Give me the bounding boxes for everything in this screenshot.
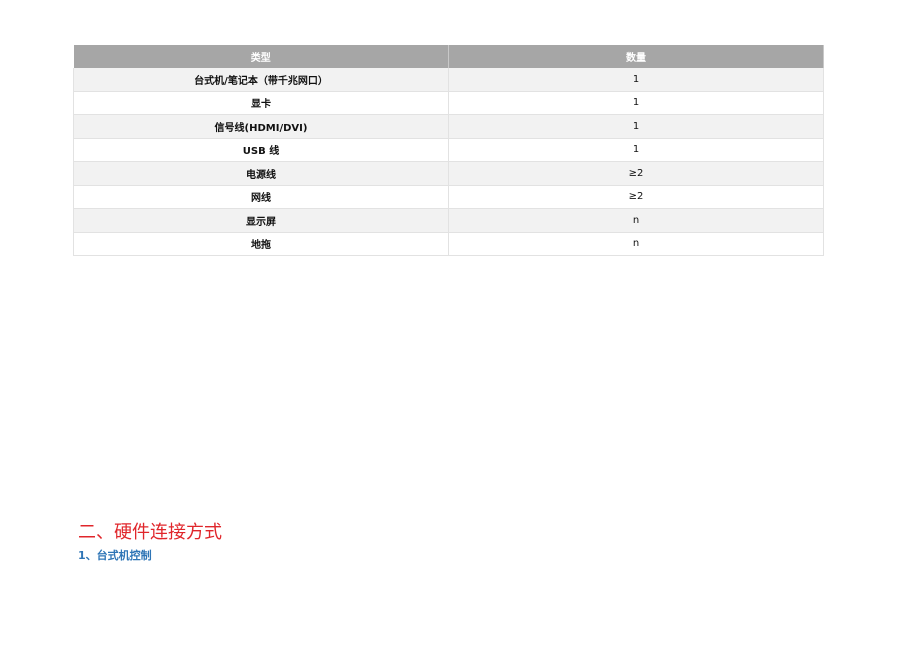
cell-type: 信号线(HDMI/DVI) [73,114,449,139]
table-row: 网线 ≥2 [73,185,824,209]
cell-type: 台式机/笔记本（带千兆网口） [73,68,449,92]
table-header-row: 类型 数量 [73,45,824,68]
header-type: 类型 [73,45,449,68]
equipment-table: 类型 数量 台式机/笔记本（带千兆网口） 1 显卡 1 信号线(HDMI/DVI) 1 US… [73,45,824,256]
section-heading: 二、硬件连接方式 [78,522,222,543]
subsection-heading: 1、台式机控制 [78,549,152,562]
cell-type: USB 线 [73,138,449,162]
cell-type: 网线 [73,185,449,209]
cell-quantity: n [448,208,824,233]
cell-quantity: 1 [448,91,824,115]
table-row: 电源线 ≥2 [73,161,824,186]
cell-type: 电源线 [73,161,449,186]
cell-quantity: ≥2 [448,185,824,209]
cell-quantity: n [448,232,824,256]
cell-type: 地拖 [73,232,449,256]
cell-type: 显卡 [73,91,449,115]
cell-quantity: ≥2 [448,161,824,186]
header-quantity: 数量 [448,45,824,68]
cell-quantity: 1 [448,138,824,162]
table-row: 信号线(HDMI/DVI) 1 [73,114,824,139]
table-row: 显卡 1 [73,91,824,115]
table-row: 台式机/笔记本（带千兆网口） 1 [73,68,824,92]
table-row: 地拖 n [73,232,824,256]
table-row: 显示屏 n [73,208,824,233]
cell-quantity: 1 [448,114,824,139]
cell-quantity: 1 [448,68,824,92]
cell-type: 显示屏 [73,208,449,233]
